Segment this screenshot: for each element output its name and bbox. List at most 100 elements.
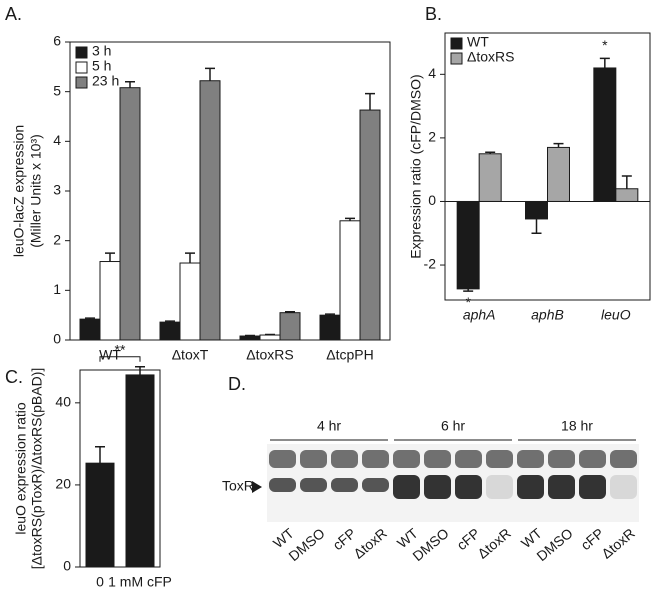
bar (199, 80, 221, 341)
group-label: 4 hr (317, 418, 341, 434)
toxr-band (579, 475, 606, 499)
y-axis-label: leuO-lacZ expression (11, 125, 27, 257)
error-bar (531, 218, 542, 234)
annotation: * (465, 294, 471, 310)
x-tick-label: WT (99, 347, 121, 363)
error-bar (135, 365, 145, 375)
significance-bracket (99, 356, 141, 362)
error-bar (165, 320, 175, 323)
legend-label: 23 h (92, 73, 119, 89)
band-arrow (252, 481, 262, 493)
error-bar (95, 445, 105, 464)
bar (79, 318, 101, 341)
error-bar (205, 67, 215, 81)
y-tick-label: 0 (428, 192, 436, 208)
upper-band (610, 450, 637, 468)
y-tick-label: 4 (428, 65, 436, 81)
x-tick-label: ΔtoxRS (246, 347, 293, 363)
upper-band (486, 450, 513, 468)
y-tick-label: 4 (53, 132, 61, 148)
y-tick-label: 2 (428, 129, 436, 145)
y-tick-label: 20 (55, 476, 71, 492)
toxr-band (424, 475, 451, 499)
toxr-band (548, 475, 575, 499)
y-tick-label: 40 (55, 394, 71, 410)
toxr-band (300, 478, 327, 492)
y-tick-label: 5 (53, 82, 61, 98)
error-bar (345, 217, 355, 221)
error-bar (599, 57, 610, 68)
error-bar (325, 313, 335, 316)
error-bar (621, 175, 632, 189)
x-tick-label: ΔtoxT (172, 347, 209, 363)
bar (99, 261, 121, 341)
toxr-band (393, 475, 420, 499)
bar (615, 188, 639, 202)
bar (478, 153, 502, 202)
y-axis-label: (Miller Units x 10³) (28, 134, 44, 248)
bar (593, 67, 617, 202)
bar (456, 200, 480, 290)
bar (179, 262, 201, 341)
error-bar (105, 252, 115, 262)
lane-label: ΔtoxR (350, 525, 390, 562)
band-label: ToxR (222, 478, 254, 494)
bar (239, 335, 261, 341)
error-bar (485, 151, 496, 154)
legend-swatch (75, 46, 88, 59)
legend-swatch (75, 61, 88, 74)
panel-label: C. (5, 367, 23, 387)
error-bar (125, 80, 135, 88)
legend-label: 5 h (92, 58, 111, 74)
bar (125, 374, 155, 568)
upper-band (455, 450, 482, 468)
y-tick-label: -2 (424, 256, 437, 272)
legend-swatch (450, 52, 463, 65)
y-axis-label: [ΔtoxRS(pToxR)/ΔtoxRS(pBAD)] (29, 368, 45, 570)
lane-label: DMSO (285, 525, 328, 564)
upper-band (424, 450, 451, 468)
upper-band (517, 450, 544, 468)
toxr-band (486, 475, 513, 499)
bar (259, 334, 281, 341)
upper-band (331, 450, 358, 468)
error-bar (285, 310, 295, 313)
error-bar (463, 288, 474, 292)
toxr-band (331, 478, 358, 492)
y-tick-label: 0 (53, 331, 61, 347)
plot-frame (444, 32, 651, 301)
y-tick-label: 0 (63, 558, 71, 574)
error-bar (185, 252, 195, 264)
bar (85, 462, 115, 568)
bar (279, 312, 301, 341)
bar (525, 200, 548, 220)
y-axis-label: Expression ratio (cFP/DMSO) (408, 74, 424, 258)
upper-band (300, 450, 327, 468)
group-label: 18 hr (561, 418, 593, 434)
toxr-band (517, 475, 544, 499)
error-bar (365, 92, 375, 111)
x-tick-label: aphB (531, 307, 564, 323)
y-tick-label: 1 (53, 281, 61, 297)
lane-label: ΔtoxR (598, 525, 638, 562)
error-bar (85, 317, 95, 320)
y-axis-label: leuO expression ratio (13, 402, 29, 535)
upper-band (548, 450, 575, 468)
x-tick-label: leuO (601, 307, 631, 323)
legend-label: WT (467, 34, 489, 50)
y-tick-label: 3 (53, 182, 61, 198)
y-tick-label: 2 (53, 231, 61, 247)
lane-label: DMSO (533, 525, 576, 564)
plot-frame (79, 369, 161, 568)
legend-swatch (450, 37, 463, 50)
legend-label: ΔtoxRS (467, 49, 514, 65)
bar (339, 220, 361, 341)
toxr-band (455, 475, 482, 499)
bar (119, 87, 141, 341)
bar (547, 146, 570, 202)
bar (159, 321, 181, 341)
bar (359, 109, 381, 341)
toxr-band (362, 478, 389, 492)
upper-band (579, 450, 606, 468)
